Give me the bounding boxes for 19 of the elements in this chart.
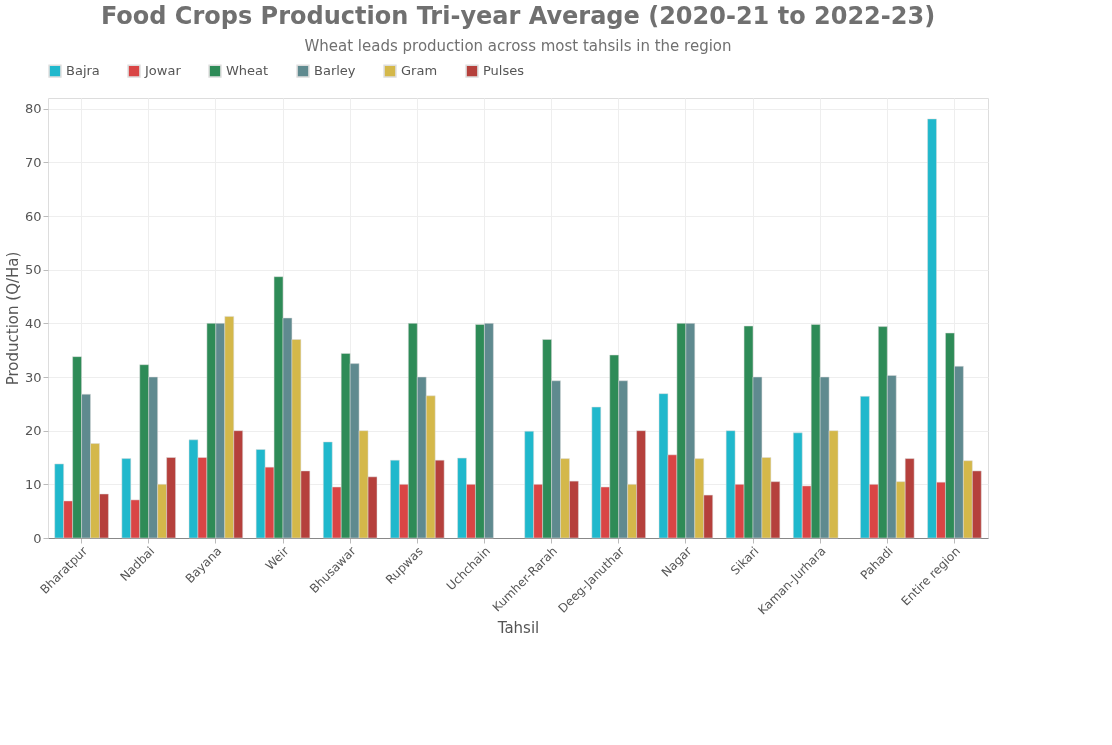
chart-title: Food Crops Production Tri-year Average (2020-21 to 2022-23) — [100, 2, 936, 30]
y-tick-label: 40 — [24, 315, 42, 331]
y-tick-label: 50 — [24, 262, 42, 278]
y-tick-label: 30 — [24, 369, 42, 385]
x-axis-title: Tahsil — [496, 618, 540, 637]
legend-label: Gram — [401, 63, 438, 79]
legend-label: Bajra — [66, 63, 100, 79]
y-tick-label: 10 — [24, 476, 42, 492]
y-tick-label: 70 — [24, 154, 42, 170]
y-tick-label: 60 — [24, 208, 42, 224]
y-axis-title: Production (Q/Ha) — [3, 251, 22, 386]
y-tick-label: 20 — [24, 423, 42, 439]
y-tick-label: 0 — [33, 530, 42, 546]
y-tick-label: 80 — [24, 101, 42, 117]
legend-label: Jowar — [144, 63, 182, 79]
legend-label: Wheat — [226, 63, 269, 79]
chart-subtitle: Wheat leads production across most tahsils in the region — [304, 37, 732, 55]
legend-label: Pulses — [483, 63, 525, 79]
legend-label: Barley — [314, 63, 356, 79]
